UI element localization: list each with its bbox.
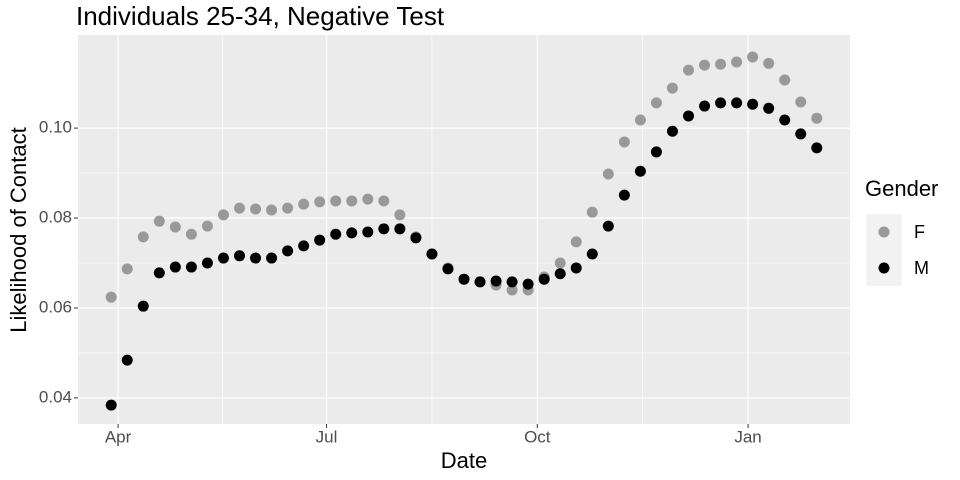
point <box>201 257 213 269</box>
point <box>330 195 342 207</box>
legend-marker <box>878 262 890 274</box>
point <box>169 261 181 273</box>
point <box>346 195 358 207</box>
point <box>298 240 310 252</box>
x-tick-label: Jul <box>316 427 338 446</box>
point <box>570 262 582 274</box>
point <box>650 97 662 109</box>
point <box>217 252 229 264</box>
point <box>811 142 823 154</box>
point <box>474 276 486 288</box>
point <box>137 231 149 243</box>
point <box>442 263 454 275</box>
y-tick-label: 0.04 <box>39 387 72 406</box>
point <box>586 206 598 218</box>
point <box>666 82 678 94</box>
point <box>153 267 165 279</box>
point <box>522 278 534 290</box>
point <box>715 97 727 109</box>
point <box>362 193 374 205</box>
point <box>795 96 807 108</box>
point <box>105 399 117 411</box>
x-axis-label: Date <box>441 448 487 473</box>
point <box>314 196 326 208</box>
point <box>747 51 759 63</box>
point <box>554 257 566 269</box>
point <box>570 236 582 248</box>
point <box>234 250 246 262</box>
point <box>618 189 630 201</box>
point <box>121 263 133 275</box>
point <box>682 110 694 122</box>
point <box>699 100 711 112</box>
chart-title: Individuals 25-34, Negative Test <box>76 1 445 31</box>
point <box>554 268 566 280</box>
point <box>250 252 262 264</box>
point <box>121 354 133 366</box>
y-tick-label: 0.10 <box>39 118 72 137</box>
point <box>153 215 165 227</box>
point <box>618 136 630 148</box>
point <box>763 57 775 69</box>
point <box>811 112 823 124</box>
point <box>779 114 791 126</box>
point <box>490 275 502 287</box>
point <box>666 125 678 137</box>
point <box>682 64 694 76</box>
point <box>362 226 374 238</box>
point <box>458 273 470 285</box>
point <box>602 220 614 232</box>
point <box>169 221 181 233</box>
point <box>346 227 358 239</box>
point <box>650 146 662 158</box>
point <box>201 220 213 232</box>
legend-label: F <box>914 222 925 242</box>
point <box>298 198 310 210</box>
point <box>602 168 614 180</box>
x-tick-label: Apr <box>105 427 132 446</box>
point <box>506 276 518 288</box>
point <box>282 202 294 214</box>
point <box>378 223 390 235</box>
point <box>426 248 438 260</box>
point <box>394 223 406 235</box>
point <box>538 273 550 285</box>
point <box>105 291 117 303</box>
point <box>410 232 422 244</box>
point <box>779 74 791 86</box>
legend-label: M <box>914 258 929 278</box>
y-tick-label: 0.08 <box>39 208 72 227</box>
x-tick-label: Oct <box>524 427 551 446</box>
point <box>763 102 775 114</box>
legend-title: Gender <box>865 176 938 201</box>
point <box>217 209 229 221</box>
point <box>506 284 518 296</box>
point <box>266 252 278 264</box>
point <box>394 209 406 221</box>
point <box>731 97 743 109</box>
point <box>747 98 759 110</box>
point <box>137 300 149 312</box>
y-tick-label: 0.06 <box>39 297 72 316</box>
point <box>586 248 598 260</box>
point <box>250 203 262 215</box>
point <box>266 204 278 216</box>
point <box>282 245 294 257</box>
point <box>330 228 342 240</box>
point <box>699 59 711 71</box>
point <box>314 234 326 246</box>
point <box>634 165 646 177</box>
legend-marker <box>878 226 890 238</box>
point <box>795 128 807 140</box>
point <box>185 261 197 273</box>
x-tick-label: Jan <box>734 427 761 446</box>
point <box>634 114 646 126</box>
point <box>378 195 390 207</box>
point <box>185 228 197 240</box>
point <box>715 58 727 70</box>
y-axis-label: Likelihood of Contact <box>6 127 31 332</box>
point <box>234 202 246 214</box>
point <box>731 56 743 68</box>
